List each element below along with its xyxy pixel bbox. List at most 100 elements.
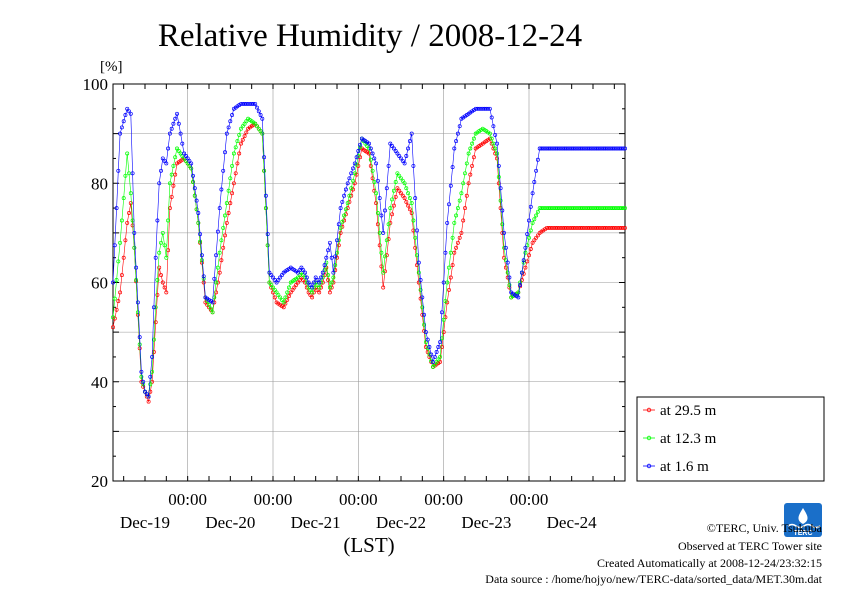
data-point — [121, 119, 126, 124]
data-point — [345, 181, 350, 186]
data-point — [566, 225, 571, 230]
data-point — [125, 220, 130, 225]
x-time-label: 00:00 — [168, 490, 207, 509]
data-point — [336, 243, 341, 248]
data-point — [523, 245, 528, 250]
data-point — [223, 213, 227, 218]
data-point — [230, 191, 235, 196]
data-point — [340, 219, 345, 224]
data-point — [157, 250, 162, 255]
data-point — [269, 283, 274, 287]
data-point — [210, 300, 215, 305]
x-time-label: 00:00 — [254, 490, 293, 509]
data-point — [233, 171, 238, 176]
data-point — [114, 307, 119, 312]
data-point — [169, 126, 174, 131]
data-point — [338, 206, 343, 211]
data-point — [230, 113, 235, 117]
data-point — [450, 263, 455, 268]
data-point — [310, 295, 315, 300]
data-point — [582, 206, 587, 211]
data-point — [159, 240, 163, 245]
data-point — [237, 151, 242, 156]
series-2 — [111, 101, 627, 399]
data-point — [235, 139, 240, 144]
data-point — [580, 225, 585, 230]
x-time-label: 00:00 — [339, 490, 378, 509]
data-point — [459, 230, 464, 235]
data-point — [171, 163, 176, 168]
data-point — [164, 161, 169, 166]
data-point — [415, 228, 419, 233]
data-point — [612, 206, 617, 211]
x-axis-label: (LST) — [343, 533, 394, 557]
data-point — [441, 330, 446, 335]
data-point — [301, 278, 306, 282]
data-point — [173, 116, 178, 121]
data-point — [390, 197, 395, 202]
data-point — [374, 201, 379, 206]
data-point — [621, 206, 626, 211]
data-point — [365, 144, 370, 148]
data-point — [139, 374, 144, 379]
data-point — [571, 146, 576, 151]
data-point — [391, 203, 396, 208]
data-point — [518, 283, 523, 287]
data-point — [621, 225, 626, 230]
data-point — [215, 265, 220, 270]
data-point — [288, 290, 293, 295]
chart-title: Relative Humidity / 2008-12-24 — [158, 18, 582, 54]
data-point — [155, 278, 160, 282]
data-point — [439, 345, 444, 349]
data-point — [196, 211, 201, 215]
data-point — [463, 206, 467, 211]
data-point — [502, 230, 507, 235]
data-point — [178, 131, 183, 136]
data-point — [283, 295, 288, 300]
data-point — [443, 299, 448, 304]
data-point — [160, 230, 165, 235]
data-point — [224, 220, 229, 225]
data-point — [455, 240, 460, 245]
data-point — [447, 287, 451, 292]
data-point — [388, 206, 393, 211]
data-point — [148, 374, 153, 379]
data-point — [383, 254, 387, 259]
data-point — [418, 278, 423, 282]
data-point — [605, 225, 610, 230]
data-point — [326, 278, 331, 282]
series-1 — [111, 116, 627, 399]
data-point — [114, 206, 119, 211]
data-point — [347, 193, 352, 198]
data-point — [226, 125, 231, 130]
data-point — [155, 218, 160, 223]
data-point — [191, 173, 195, 178]
data-point — [265, 243, 270, 248]
x-axis-ticks: 00:00 00:00 00:00 00:00 00:00 Dec-19 Dec-20 Dec… — [120, 84, 615, 532]
data-point — [550, 146, 555, 151]
data-point — [411, 163, 416, 168]
data-point — [333, 263, 338, 268]
data-point — [528, 204, 533, 209]
data-point — [331, 275, 336, 280]
data-point — [262, 155, 267, 160]
data-point — [532, 180, 537, 184]
data-point — [479, 106, 483, 111]
data-point — [265, 232, 270, 237]
data-point — [443, 250, 448, 255]
data-point — [539, 206, 544, 211]
data-point — [381, 270, 386, 275]
data-point — [500, 222, 505, 227]
data-point — [221, 225, 226, 230]
data-point — [532, 238, 537, 243]
data-point — [532, 217, 537, 222]
data-point — [182, 156, 187, 161]
data-point — [438, 354, 443, 359]
data-point — [116, 259, 121, 264]
data-point — [352, 171, 357, 176]
data-point — [240, 137, 245, 142]
data-point — [182, 151, 187, 156]
data-point — [210, 310, 215, 315]
data-point — [415, 263, 419, 268]
data-point — [402, 181, 407, 186]
